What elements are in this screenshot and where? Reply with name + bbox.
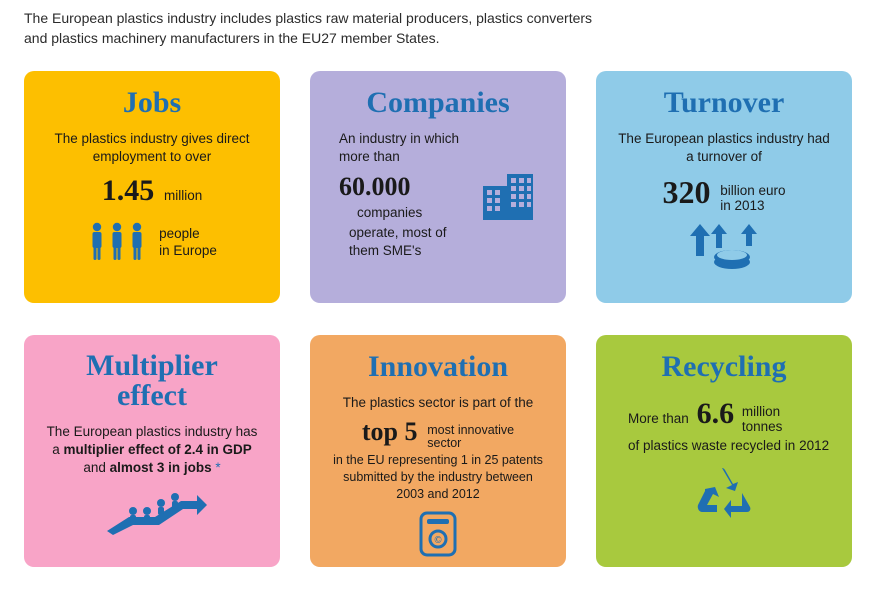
card-companies-title: Companies [328, 87, 548, 119]
card-recycling-number: 6.6 [697, 394, 735, 435]
card-turnover: Turnover The European plastics industry … [596, 71, 852, 303]
card-innovation-title: Innovation [328, 351, 548, 383]
card-turnover-body: The European plastics industry had a tur… [614, 130, 834, 283]
multiplier-icon [97, 487, 207, 535]
card-multiplier-title-l2: effect [117, 379, 187, 412]
card-jobs-pre: The plastics industry gives direct emplo… [42, 130, 262, 166]
card-innovation: Innovation The plastics sector is part o… [310, 335, 566, 567]
intro-line-1: The European plastics industry includes … [24, 10, 592, 26]
card-companies-post: operate, most of them SME's [349, 224, 469, 260]
card-innovation-body: The plastics sector is part of the top 5… [328, 394, 548, 502]
card-jobs-sub1: people [159, 226, 200, 241]
intro-text: The European plastics industry includes … [24, 8, 664, 49]
card-companies-number: 60.000 [339, 169, 411, 204]
card-jobs-unit: million [164, 188, 202, 203]
svg-text:©: © [434, 535, 442, 546]
money-up-icon [688, 222, 760, 278]
card-multiplier-body: The European plastics industry has a mul… [42, 423, 262, 478]
card-turnover-number: 320 [662, 171, 710, 214]
card-jobs-sub2: in Europe [159, 243, 217, 258]
card-jobs-body: The plastics industry gives direct emplo… [42, 130, 262, 265]
card-multiplier-title-l1: Multiplier [86, 349, 218, 382]
card-recycling-unit-l1: million [742, 404, 780, 419]
card-jobs-sublabel: people in Europe [159, 226, 217, 260]
card-companies: Companies An industry in which more than… [310, 71, 566, 303]
card-innovation-unit-l1: most innovative [427, 423, 514, 437]
card-multiplier-l2a: and [83, 460, 109, 475]
card-recycling-post: of plastics waste recycled in 2012 [628, 437, 834, 455]
building-icon [479, 164, 537, 222]
cards-grid: Jobs The plastics industry gives direct … [24, 71, 854, 567]
card-recycling: Recycling More than 6.6 million tonnes o… [596, 335, 852, 567]
card-turnover-unit: billion euro [720, 183, 785, 198]
people-icon [87, 221, 147, 265]
recycling-icon [695, 465, 753, 519]
card-jobs-title: Jobs [42, 87, 262, 119]
card-jobs: Jobs The plastics industry gives direct … [24, 71, 280, 303]
card-turnover-title: Turnover [614, 87, 834, 119]
card-multiplier-l2b: almost 3 in jobs [110, 460, 212, 475]
card-innovation-number: top 5 [362, 414, 418, 449]
patent-icon: © [419, 511, 457, 557]
card-innovation-post: in the EU representing 1 in 25 patents s… [328, 452, 548, 503]
card-jobs-number: 1.45 [102, 171, 155, 212]
card-multiplier-l1b: multiplier effect of 2.4 in GDP [63, 442, 251, 457]
card-recycling-pre: More than [628, 411, 689, 426]
card-multiplier-asterisk: * [215, 460, 220, 475]
card-companies-pre: An industry in which more than [339, 131, 459, 164]
card-recycling-title: Recycling [614, 351, 834, 383]
card-innovation-pre: The plastics sector is part of the [328, 394, 548, 412]
card-turnover-year: in 2013 [720, 198, 764, 213]
card-innovation-unit-l2: sector [427, 436, 461, 450]
intro-line-2: and plastics machinery manufacturers in … [24, 30, 440, 46]
card-recycling-unit-l2: tonnes [742, 419, 783, 434]
card-turnover-pre: The European plastics industry had a tur… [614, 130, 834, 166]
card-recycling-body: More than 6.6 million tonnes of plastics… [614, 394, 834, 455]
card-multiplier-title: Multiplier effect [42, 351, 262, 411]
card-companies-body: An industry in which more than 60.000 co… [328, 130, 548, 260]
card-multiplier: Multiplier effect The European plastics … [24, 335, 280, 567]
card-companies-unit: companies [357, 204, 469, 222]
